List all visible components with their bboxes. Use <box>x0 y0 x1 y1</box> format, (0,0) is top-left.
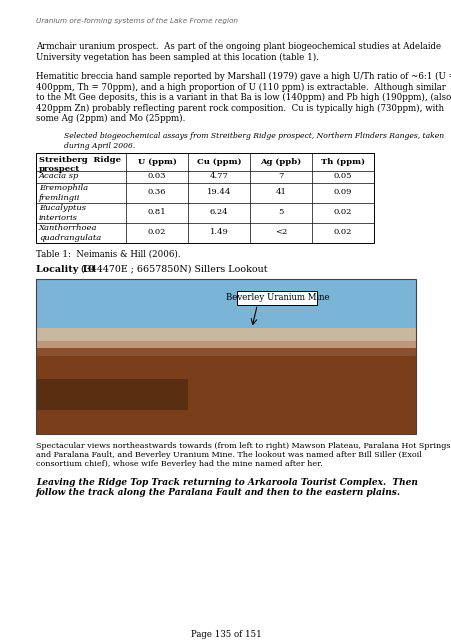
Text: Uranium ore-forming systems of the Lake Frome region: Uranium ore-forming systems of the Lake … <box>36 18 238 24</box>
Text: Leaving the Ridge Top Track returning to Arkaroola Tourist Complex.  Then: Leaving the Ridge Top Track returning to… <box>36 478 417 487</box>
Text: 0.02: 0.02 <box>333 228 351 237</box>
Text: 0.02: 0.02 <box>333 209 351 216</box>
Bar <box>36 152 373 243</box>
Text: and Paralana Fault, and Beverley Uranium Mine. The lookout was named after Bill : and Paralana Fault, and Beverley Uranium… <box>36 451 421 459</box>
Text: Cu (ppm): Cu (ppm) <box>196 157 241 166</box>
Text: 7: 7 <box>278 173 283 180</box>
Text: Locality 10: Locality 10 <box>36 264 95 273</box>
Bar <box>237 291 317 305</box>
Text: 400ppm, Th = 70ppm), and a high proportion of U (110 ppm) is extractable.  Altho: 400ppm, Th = 70ppm), and a high proporti… <box>36 83 445 92</box>
Text: Beverley Uranium Mine: Beverley Uranium Mine <box>225 293 328 302</box>
Text: (344470E ; 6657850N) Sillers Lookout: (344470E ; 6657850N) Sillers Lookout <box>78 264 267 273</box>
Text: consortium chief), whose wife Beverley had the mine named after her.: consortium chief), whose wife Beverley h… <box>36 461 322 468</box>
Bar <box>36 328 415 340</box>
Text: University vegetation has been sampled at this location (table 1).: University vegetation has been sampled a… <box>36 53 318 62</box>
Text: 0.36: 0.36 <box>147 189 166 196</box>
Text: to the Mt Gee deposits, this is a variant in that Ba is low (140ppm) and Pb high: to the Mt Gee deposits, this is a varian… <box>36 93 450 102</box>
Bar <box>36 340 415 356</box>
Text: 420ppm Zn) probably reflecting parent rock composition.  Cu is typically high (7: 420ppm Zn) probably reflecting parent ro… <box>36 104 443 113</box>
Text: 0.02: 0.02 <box>147 228 166 237</box>
Text: 19.44: 19.44 <box>207 189 230 196</box>
Text: follow the track along the Paralana Fault and then to the eastern plains.: follow the track along the Paralana Faul… <box>36 488 400 497</box>
Text: 0.05: 0.05 <box>333 173 351 180</box>
Text: Xanthorrhoea
quadrangulata: Xanthorrhoea quadrangulata <box>39 225 101 243</box>
Text: 1.49: 1.49 <box>209 228 228 237</box>
Bar <box>36 356 415 433</box>
Text: 5: 5 <box>278 209 283 216</box>
Text: during April 2006.: during April 2006. <box>64 141 135 150</box>
Bar <box>36 348 415 371</box>
Bar <box>36 278 415 340</box>
Text: Ag (ppb): Ag (ppb) <box>260 157 301 166</box>
Text: 0.09: 0.09 <box>333 189 351 196</box>
Text: some Ag (2ppm) and Mo (25ppm).: some Ag (2ppm) and Mo (25ppm). <box>36 114 185 123</box>
Text: U (ppm): U (ppm) <box>137 157 176 166</box>
Text: Hematitic breccia hand sample reported by Marshall (1979) gave a high U/Th ratio: Hematitic breccia hand sample reported b… <box>36 72 451 81</box>
Text: Acacia sp: Acacia sp <box>39 173 79 180</box>
Text: <2: <2 <box>274 228 286 237</box>
Text: 4.77: 4.77 <box>209 173 228 180</box>
Text: Selected biogeochemical assays from Streitberg Ridge prospect, Northern Flinders: Selected biogeochemical assays from Stre… <box>64 132 443 141</box>
Bar <box>36 380 188 410</box>
Text: Armchair uranium prospect.  As part of the ongoing plant biogeochemical studies : Armchair uranium prospect. As part of th… <box>36 42 440 51</box>
Text: Eucalyptus
interioris: Eucalyptus interioris <box>39 205 86 222</box>
Text: 0.03: 0.03 <box>147 173 166 180</box>
Text: Streitberg  Ridge
prospect: Streitberg Ridge prospect <box>39 156 121 173</box>
Bar <box>36 278 415 433</box>
Text: 0.81: 0.81 <box>147 209 166 216</box>
Text: Table 1:  Neimanis & Hill (2006).: Table 1: Neimanis & Hill (2006). <box>36 250 180 259</box>
Text: Page 135 of 151: Page 135 of 151 <box>190 630 261 639</box>
Text: 41: 41 <box>275 189 286 196</box>
Text: Eremophila
fremlingii: Eremophila fremlingii <box>39 184 88 202</box>
Text: Spectacular views northeastwards towards (from left to right) Mawson Plateau, Pa: Spectacular views northeastwards towards… <box>36 442 450 449</box>
Text: Th (ppm): Th (ppm) <box>320 157 364 166</box>
Text: 6.24: 6.24 <box>209 209 228 216</box>
